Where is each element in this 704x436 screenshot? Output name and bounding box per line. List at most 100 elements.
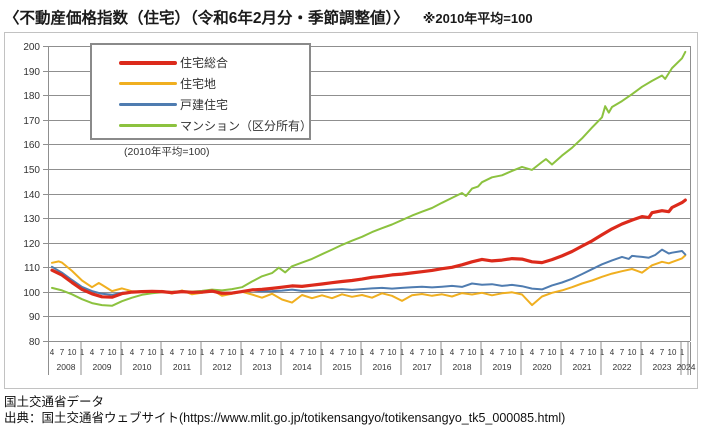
svg-text:80: 80	[29, 337, 41, 348]
gridlines	[48, 46, 691, 342]
svg-text:10: 10	[468, 348, 477, 357]
legend-line-detached-house	[119, 103, 177, 106]
svg-text:90: 90	[29, 312, 41, 323]
svg-text:7: 7	[580, 348, 585, 357]
legend-item-housing-composite: 住宅総合	[92, 52, 309, 73]
svg-text:2020: 2020	[533, 362, 552, 372]
svg-text:1: 1	[200, 348, 205, 357]
legend-label: 住宅総合	[180, 56, 229, 70]
legend-label: マンション（区分所有）	[180, 119, 313, 133]
svg-text:7: 7	[460, 348, 465, 357]
legend-item-residential-land: 住宅地	[92, 73, 309, 94]
svg-text:2010: 2010	[133, 362, 152, 372]
svg-text:110: 110	[24, 263, 40, 274]
chart-legend: 住宅総合 住宅地 戸建住宅 マンション（区分所有）	[90, 43, 313, 140]
title-base-year-note: ※2010年平均=100	[422, 11, 533, 26]
svg-text:4: 4	[530, 348, 535, 357]
legend-label: 戸建住宅	[180, 98, 229, 112]
svg-text:7: 7	[100, 348, 105, 357]
svg-text:1: 1	[440, 348, 445, 357]
svg-text:10: 10	[148, 348, 157, 357]
svg-text:4: 4	[490, 348, 495, 357]
svg-text:4: 4	[330, 348, 335, 357]
svg-text:2013: 2013	[253, 362, 272, 372]
svg-text:7: 7	[660, 348, 665, 357]
svg-text:10: 10	[388, 348, 397, 357]
svg-text:2008: 2008	[57, 362, 76, 372]
svg-text:7: 7	[620, 348, 625, 357]
svg-text:7: 7	[340, 348, 345, 357]
svg-text:1: 1	[280, 348, 285, 357]
svg-text:4: 4	[130, 348, 135, 357]
legend-line-residential-land	[119, 82, 177, 85]
svg-text:140: 140	[23, 190, 40, 201]
svg-text:130: 130	[23, 214, 40, 225]
svg-text:2014: 2014	[293, 362, 312, 372]
legend-line-housing-composite	[119, 60, 177, 65]
svg-text:10: 10	[108, 348, 117, 357]
svg-text:4: 4	[90, 348, 95, 357]
svg-text:1: 1	[360, 348, 365, 357]
svg-text:120: 120	[23, 239, 40, 250]
svg-text:10: 10	[308, 348, 317, 357]
legend-line-condominium	[119, 124, 177, 127]
svg-text:1: 1	[240, 348, 245, 357]
svg-text:10: 10	[668, 348, 677, 357]
svg-text:2018: 2018	[453, 362, 472, 372]
svg-text:2015: 2015	[333, 362, 352, 372]
svg-text:4: 4	[610, 348, 615, 357]
svg-text:1: 1	[600, 348, 605, 357]
svg-text:7: 7	[300, 348, 305, 357]
svg-text:1: 1	[320, 348, 325, 357]
svg-text:4: 4	[170, 348, 175, 357]
svg-text:4: 4	[290, 348, 295, 357]
svg-text:7: 7	[220, 348, 225, 357]
svg-text:10: 10	[628, 348, 637, 357]
svg-text:1: 1	[160, 348, 165, 357]
svg-text:2011: 2011	[173, 362, 192, 372]
series-lines	[50, 50, 687, 307]
svg-text:1: 1	[400, 348, 405, 357]
svg-text:7: 7	[140, 348, 145, 357]
svg-text:1: 1	[80, 348, 85, 357]
page-title: 〈不動産価格指数（住宅）（令和6年2月分・季節調整値）〉	[4, 10, 409, 27]
svg-text:1: 1	[520, 348, 525, 357]
svg-text:10: 10	[588, 348, 597, 357]
svg-text:1: 1	[640, 348, 645, 357]
svg-text:10: 10	[348, 348, 357, 357]
legend-label: 住宅地	[180, 77, 217, 91]
svg-text:1: 1	[120, 348, 125, 357]
svg-text:2019: 2019	[493, 362, 512, 372]
svg-text:4: 4	[370, 348, 375, 357]
footer-url-line: 出典：国土交通省ウェブサイト(https://www.mlit.go.jp/to…	[4, 410, 566, 425]
svg-text:7: 7	[500, 348, 505, 357]
svg-text:170: 170	[23, 116, 40, 127]
svg-text:4: 4	[450, 348, 455, 357]
svg-text:160: 160	[23, 140, 40, 151]
legend-item-detached-house: 戸建住宅	[92, 94, 309, 115]
svg-text:10: 10	[428, 348, 437, 357]
svg-text:100: 100	[23, 288, 40, 299]
svg-text:1: 1	[680, 348, 685, 357]
svg-text:180: 180	[23, 91, 40, 102]
title-bar: 〈不動産価格指数（住宅）（令和6年2月分・季節調整値）〉 ※2010年平均=100	[4, 6, 533, 28]
svg-text:7: 7	[180, 348, 185, 357]
chart-base-year-note: (2010年平均=100)	[124, 146, 210, 158]
svg-text:1: 1	[560, 348, 565, 357]
svg-text:2024: 2024	[677, 362, 696, 372]
svg-text:10: 10	[548, 348, 557, 357]
series-line-2	[51, 248, 687, 296]
svg-text:7: 7	[260, 348, 265, 357]
svg-text:2012: 2012	[213, 362, 232, 372]
series-line-1	[51, 254, 687, 307]
svg-text:7: 7	[420, 348, 425, 357]
svg-text:200: 200	[23, 42, 40, 53]
footer-source-line: 国土交通省データ	[4, 395, 105, 409]
svg-text:7: 7	[380, 348, 385, 357]
footer: 国土交通省データ 出典：国土交通省ウェブサイト(https://www.mlit…	[4, 395, 565, 426]
svg-text:10: 10	[188, 348, 197, 357]
svg-text:150: 150	[23, 165, 40, 176]
svg-text:10: 10	[508, 348, 517, 357]
